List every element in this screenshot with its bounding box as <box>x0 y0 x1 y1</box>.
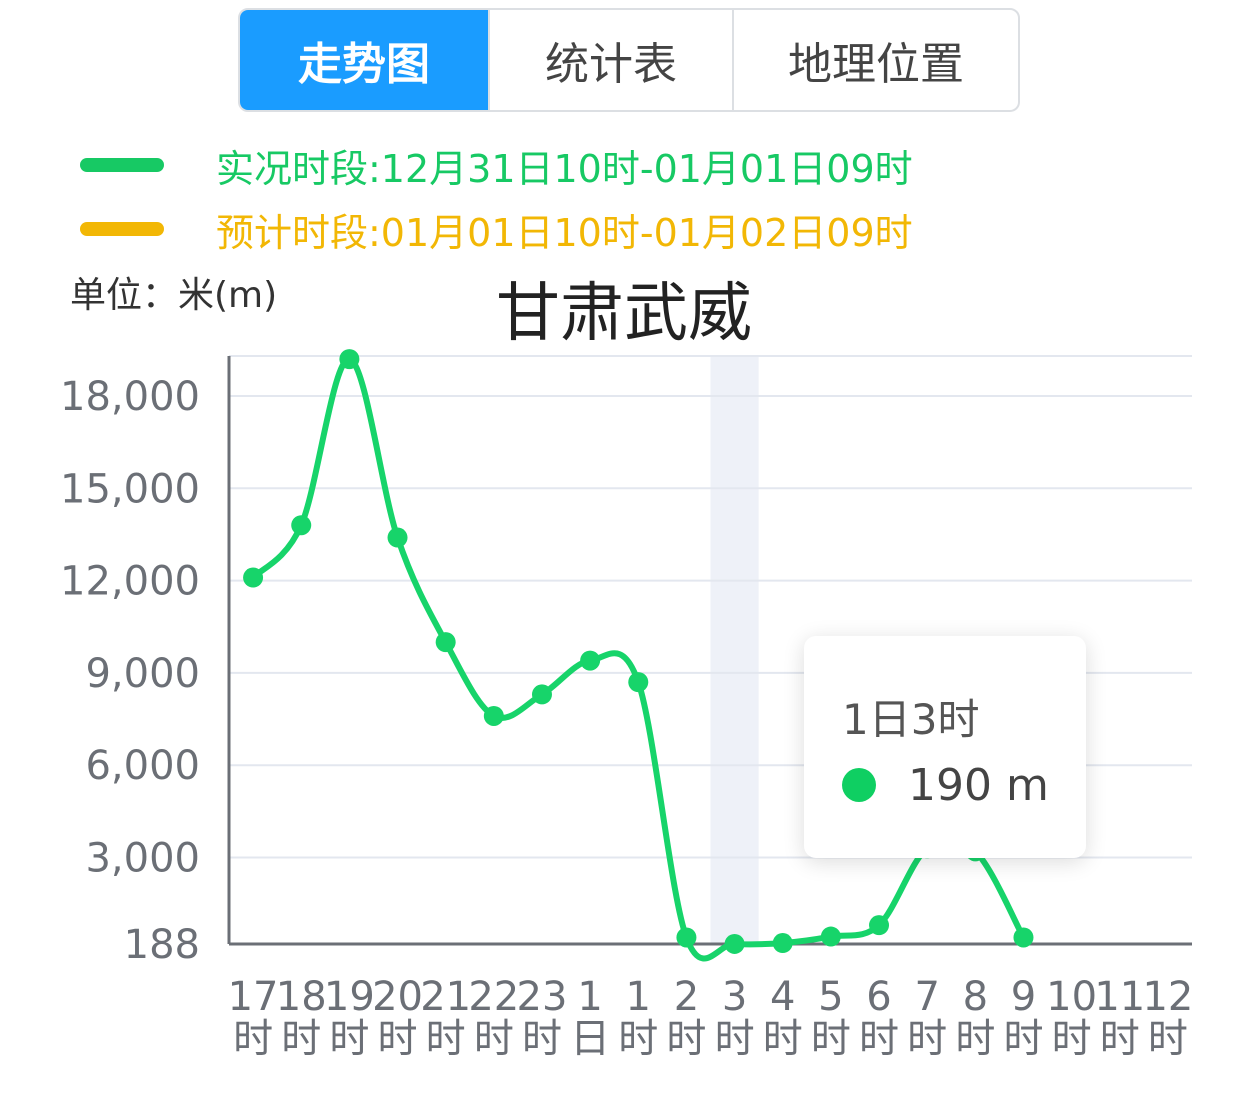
x-tick-label: 9 <box>1011 974 1036 1020</box>
data-point <box>339 349 360 370</box>
x-tick-unit-label: 时 <box>329 1016 369 1062</box>
y-tick-label: 188 <box>124 922 200 968</box>
data-point <box>772 933 793 954</box>
legend-observed-swatch <box>80 158 164 172</box>
chart-title: 甘肃武威 <box>496 277 752 351</box>
x-tick-unit-label: 时 <box>907 1016 947 1062</box>
data-point <box>435 632 456 653</box>
x-tick-unit-label: 时 <box>715 1016 755 1062</box>
data-point <box>1013 927 1034 948</box>
legend-forecast: 预计时段:01月01日10时-01月02日09时 <box>80 204 913 255</box>
x-tick-label: 8 <box>963 974 988 1020</box>
legend-forecast-label: 预计时段:01月01日10时-01月02日09时 <box>216 210 913 255</box>
data-point <box>676 927 697 948</box>
x-tick-label: 7 <box>914 974 939 1020</box>
x-tick-unit-label: 时 <box>1003 1016 1043 1062</box>
x-tick-label: 1 <box>577 974 602 1020</box>
legend-forecast-swatch <box>80 222 164 236</box>
x-tick-label: 20 <box>372 974 423 1020</box>
x-tick-unit-label: 时 <box>763 1016 803 1062</box>
tooltip-title: 1日3时 <box>842 695 980 744</box>
x-tick-unit-label: 时 <box>1052 1016 1092 1062</box>
x-tick-label: 23 <box>517 974 568 1020</box>
x-tick-unit-label: 时 <box>1100 1016 1140 1062</box>
x-tick-unit-label: 时 <box>811 1016 851 1062</box>
data-point <box>243 567 264 588</box>
x-tick-label: 11 <box>1094 974 1145 1020</box>
y-tick-label: 18,000 <box>60 374 200 420</box>
x-tick-unit-label: 时 <box>859 1016 899 1062</box>
x-tick-label: 1 <box>626 974 651 1020</box>
x-tick-unit-label: 时 <box>666 1016 706 1062</box>
x-tick-unit-label: 时 <box>426 1016 466 1062</box>
x-tick-label: 2 <box>674 974 699 1020</box>
tooltip-value: 190 m <box>908 760 1049 811</box>
data-point <box>820 926 841 947</box>
tab-geo-location[interactable]: 地理位置 <box>732 10 1018 110</box>
data-point <box>724 933 745 954</box>
legend-observed-label: 实况时段:12月31日10时-01月01日09时 <box>216 146 913 191</box>
y-tick-label: 3,000 <box>85 835 200 881</box>
x-tick-unit-label: 时 <box>474 1016 514 1062</box>
x-tick-unit-label: 时 <box>233 1016 273 1062</box>
tab-statistics-table[interactable]: 统计表 <box>488 10 732 110</box>
x-tick-label: 17 <box>228 974 279 1020</box>
x-tick-unit-label: 时 <box>281 1016 321 1062</box>
x-tick-label: 18 <box>276 974 327 1020</box>
x-tick-label: 6 <box>866 974 891 1020</box>
data-point <box>483 705 504 726</box>
data-point <box>628 672 649 693</box>
y-tick-label: 12,000 <box>60 559 200 605</box>
x-tick-label: 10 <box>1046 974 1097 1020</box>
x-tick-label: 19 <box>324 974 375 1020</box>
x-tick-label: 22 <box>468 974 519 1020</box>
y-tick-label: 9,000 <box>85 651 200 697</box>
legend-observed: 实况时段:12月31日10时-01月01日09时 <box>80 140 913 191</box>
x-tick-label: 21 <box>420 974 471 1020</box>
unit-label: 单位：米(m) <box>70 275 278 316</box>
x-tick-unit-label: 时 <box>378 1016 418 1062</box>
x-tick-label: 4 <box>770 974 795 1020</box>
x-tick-unit-label: 时 <box>618 1016 658 1062</box>
data-point <box>291 515 312 536</box>
tooltip-series-dot <box>842 768 876 802</box>
data-point <box>580 650 601 671</box>
y-tick-label: 15,000 <box>60 466 200 512</box>
x-tick-label: 3 <box>722 974 747 1020</box>
chart-tooltip: 1日3时 190 m <box>804 636 1086 858</box>
tab-bar: 走势图 统计表 地理位置 <box>238 8 1020 112</box>
x-tick-label: 5 <box>818 974 843 1020</box>
x-tick-label: 12 <box>1142 974 1193 1020</box>
hover-highlight-band <box>710 356 759 944</box>
x-tick-unit-label: 时 <box>522 1016 562 1062</box>
x-tick-unit-label: 时 <box>955 1016 995 1062</box>
x-tick-unit-label: 时 <box>1148 1016 1188 1062</box>
data-point <box>869 915 890 936</box>
y-tick-label: 6,000 <box>85 743 200 789</box>
data-point <box>531 684 552 705</box>
x-tick-unit-label: 日 <box>570 1016 610 1062</box>
tab-trend-chart[interactable]: 走势图 <box>240 10 488 110</box>
data-point <box>387 527 408 548</box>
